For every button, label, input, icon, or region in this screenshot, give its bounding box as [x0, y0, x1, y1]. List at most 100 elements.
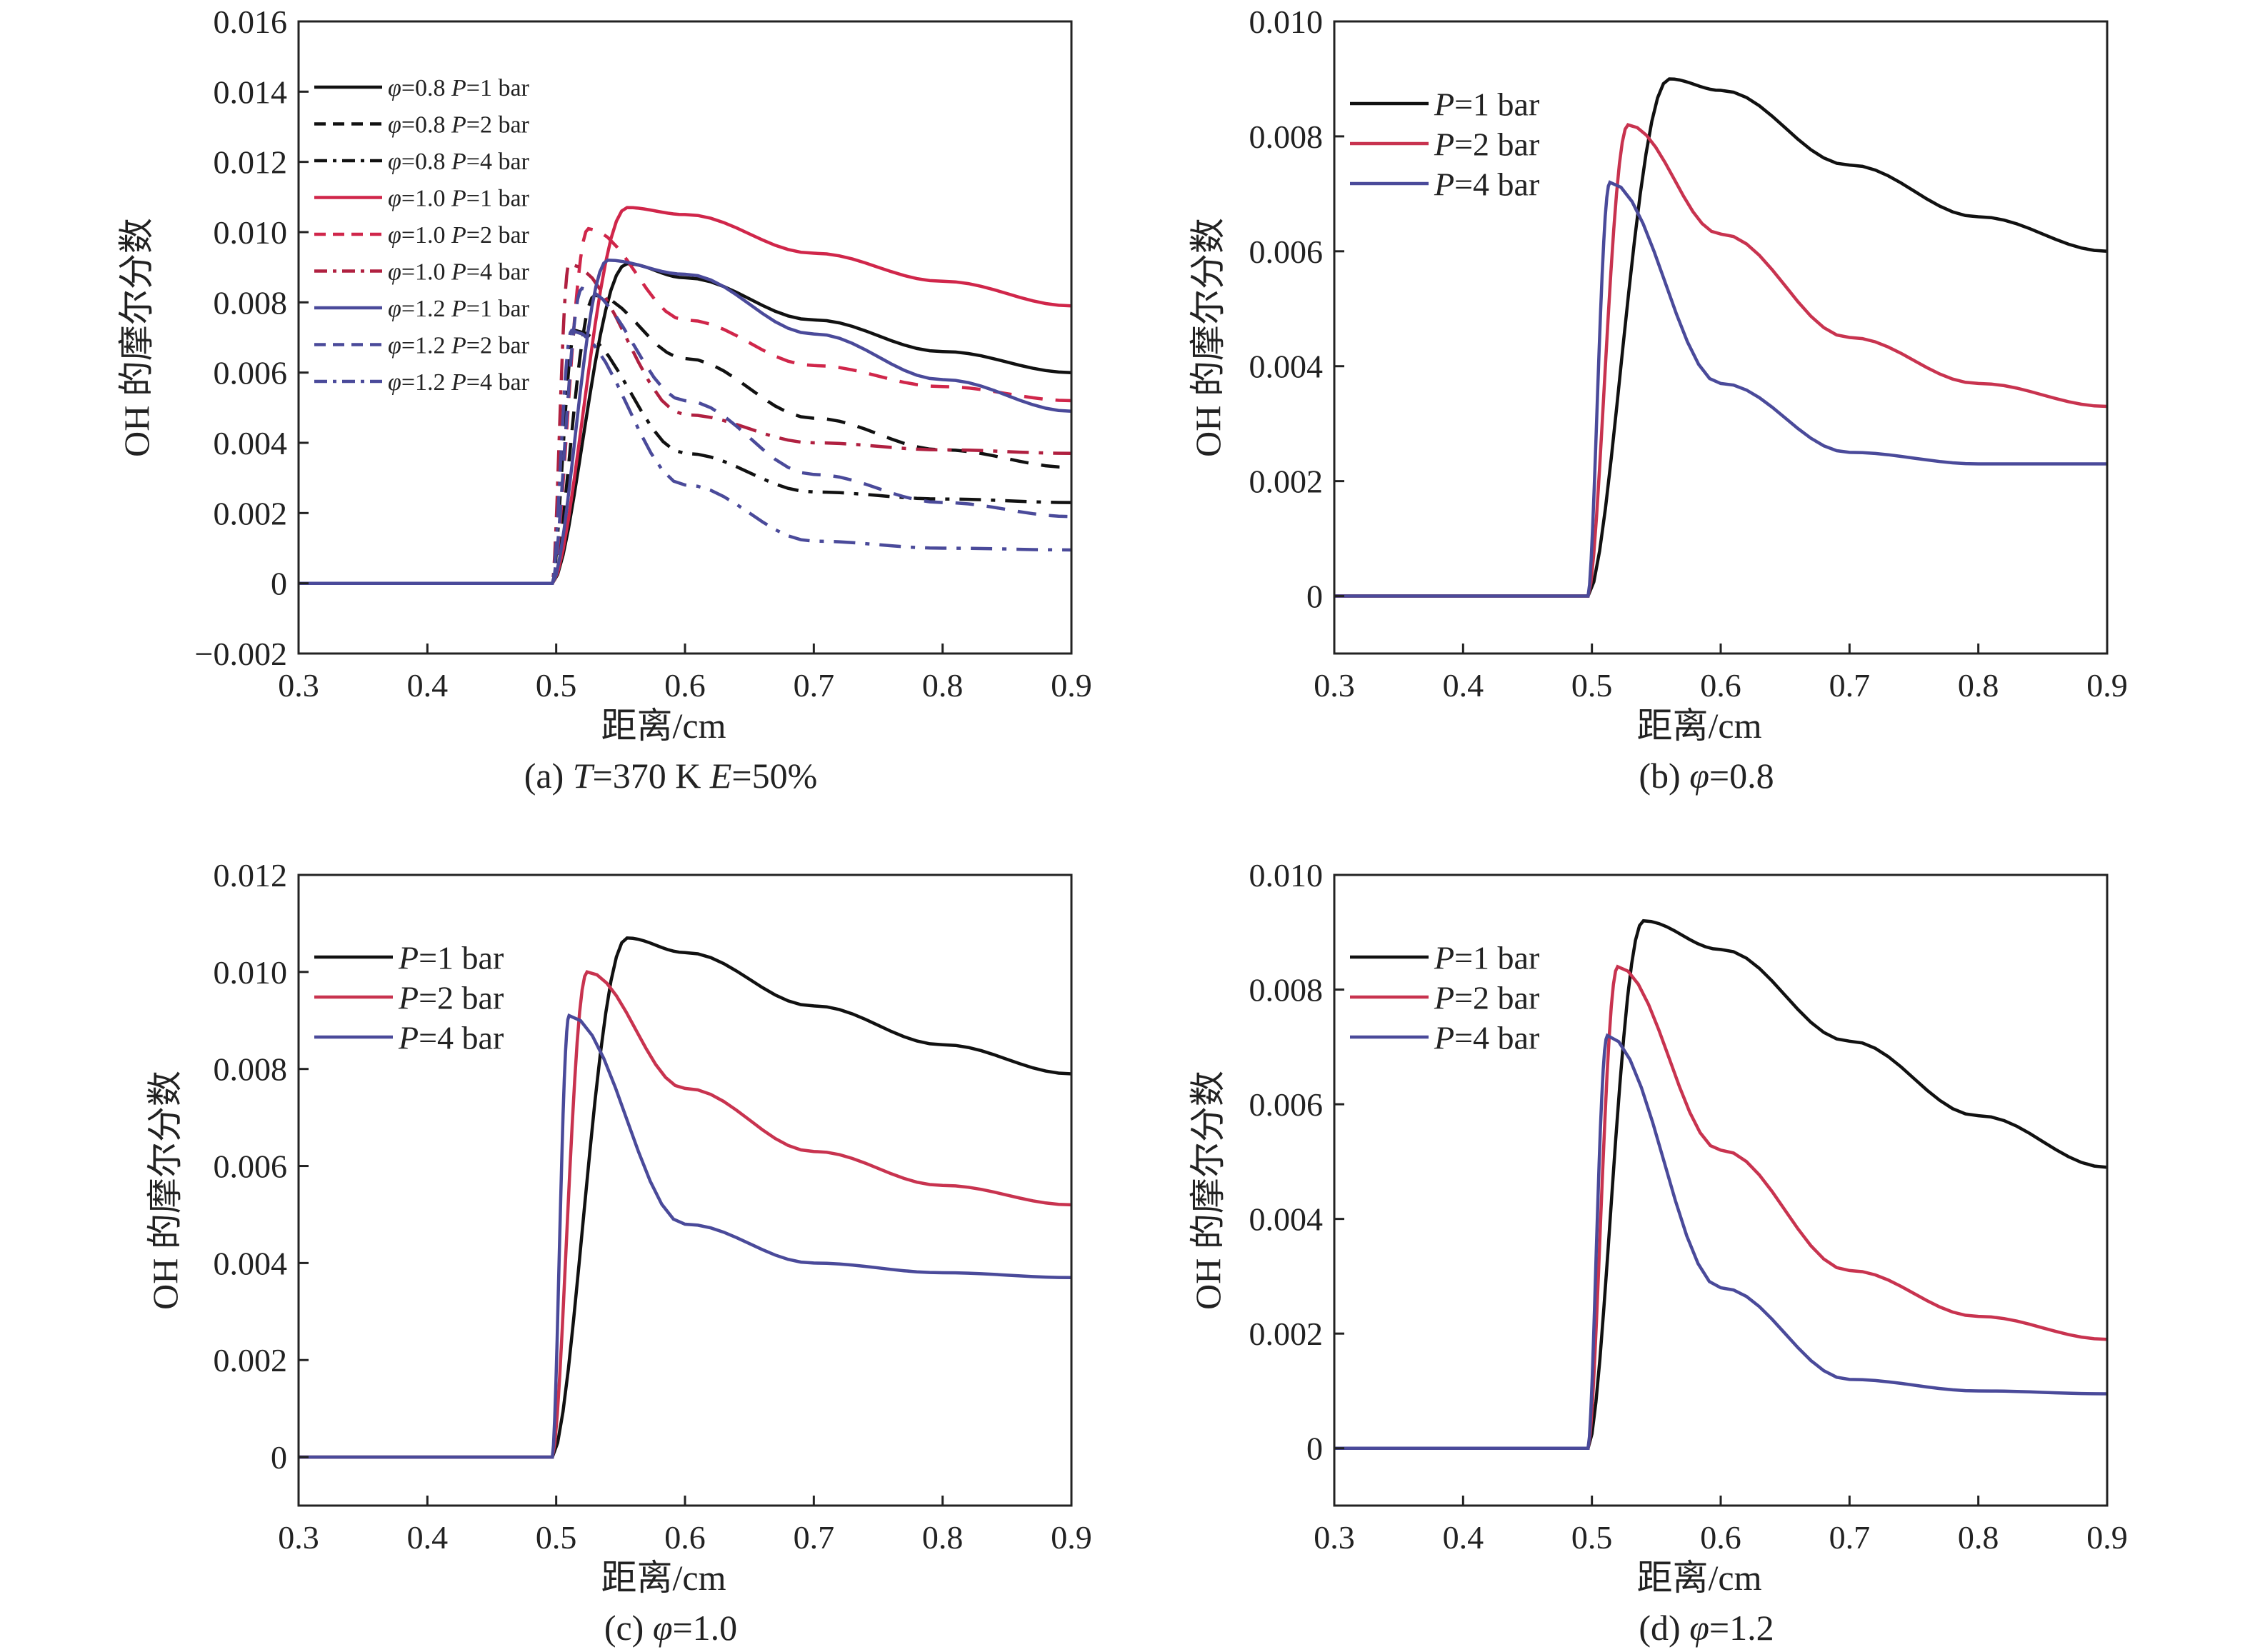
legend-p-value: =2 bar: [466, 333, 530, 359]
x-tick-label: 0.9: [2086, 1519, 2128, 1556]
legend-p-symbol: P: [1434, 1020, 1454, 1056]
legend-phi-symbol: φ: [388, 333, 401, 359]
legend-p-symbol: P: [451, 75, 466, 101]
legend-p-value: =4 bar: [1454, 166, 1539, 203]
x-tick-label: 0.7: [1829, 667, 1871, 704]
panel-caption: (d) φ=1.2: [1639, 1608, 1774, 1648]
series-line-a-5: [299, 261, 1072, 585]
legend-phi-value: =1.0: [401, 186, 451, 212]
caption-part: E: [709, 756, 732, 796]
legend-p-symbol: P: [398, 980, 419, 1016]
y-tick-label: 0.008: [1249, 119, 1324, 155]
series-line-c-0: [299, 936, 1072, 1459]
legend-label: P=1 bar: [398, 940, 504, 976]
x-tick-label: 0.9: [1051, 667, 1092, 704]
panel-c: 0.3 0.4 0.5 0.6 0.7 0.8 0.9 0 0.002 0.004 0.006 0.0…: [145, 857, 1092, 1648]
panel-caption: (b) φ=0.8: [1639, 756, 1774, 796]
legend-label: P=2 bar: [398, 980, 504, 1016]
x-tick-label: 0.4: [407, 1519, 449, 1556]
caption-part: T: [573, 756, 595, 796]
x-tick-label: 0.3: [1314, 667, 1355, 704]
x-tick-label: 0.5: [536, 667, 577, 704]
series-line-c-2: [299, 1013, 1072, 1459]
x-tick-label: 0.5: [536, 1519, 577, 1556]
x-tick-label: 0.4: [1443, 667, 1484, 704]
series-line-a-8: [299, 328, 1072, 585]
series-line-d-2: [1334, 1033, 2108, 1450]
caption-part: =370 K: [593, 756, 710, 796]
x-tick-label: 0.7: [1829, 1519, 1871, 1556]
legend-phi-symbol: φ: [388, 186, 401, 212]
series-line-a-2: [299, 329, 1072, 585]
legend-p-symbol: P: [1434, 86, 1454, 123]
legend-p-symbol: P: [451, 296, 466, 322]
legend-phi-symbol: φ: [388, 369, 401, 396]
y-axis-label: OH 的摩尔分数: [145, 1071, 185, 1310]
panel-caption: (c) φ=1.0: [604, 1608, 737, 1648]
caption-part: =1.2: [1709, 1608, 1774, 1648]
series-line-d-0: [1334, 918, 2108, 1450]
y-tick-label: 0: [271, 1439, 287, 1476]
y-tick-label: 0.004: [214, 1245, 288, 1281]
legend-label: P=4 bar: [1434, 1020, 1539, 1056]
legend-label: P=2 bar: [1434, 126, 1539, 163]
legend-p-value: =1 bar: [1454, 86, 1539, 123]
y-tick-label: 0.008: [214, 1051, 288, 1088]
series-line-b-1: [1334, 123, 2108, 598]
y-axis-label: OH 的摩尔分数: [116, 218, 156, 457]
legend-phi-value: =1.2: [401, 369, 451, 396]
legend-p-symbol: P: [451, 149, 466, 175]
x-tick-label: 0.6: [1700, 667, 1741, 704]
legend-p-symbol: P: [451, 186, 466, 212]
legend-label: P=1 bar: [1434, 940, 1539, 976]
legend-phi-value: =1.0: [401, 259, 451, 286]
legend-p-value: =1 bar: [466, 296, 530, 322]
x-tick-label: 0.9: [1051, 1519, 1092, 1556]
y-tick-label: 0.002: [214, 1342, 288, 1378]
y-tick-label: 0.012: [214, 144, 288, 181]
x-axis-label: 距离/cm: [601, 1558, 726, 1598]
y-tick-label: 0: [1306, 1431, 1323, 1467]
legend-label: P=2 bar: [1434, 980, 1539, 1016]
legend-p-symbol: P: [451, 112, 466, 139]
caption-part: =0.8: [1709, 756, 1774, 796]
y-tick-label: 0.012: [214, 857, 288, 893]
series-line-d-1: [1334, 964, 2108, 1450]
legend-label: P=4 bar: [398, 1020, 504, 1056]
panel-b: 0.3 0.4 0.5 0.6 0.7 0.8 0.9 0 0.002 0.004 0.006 0.0…: [1188, 4, 2128, 796]
y-tick-label: −0.002: [195, 636, 287, 672]
legend-label: φ=1.2 P=2 bar: [388, 333, 530, 359]
legend-p-value: =2 bar: [466, 112, 530, 139]
x-tick-label: 0.9: [2086, 667, 2128, 704]
x-tick-label: 0.8: [922, 1519, 964, 1556]
legend-label: φ=1.0 P=2 bar: [388, 222, 530, 249]
x-tick-label: 0.4: [1443, 1519, 1484, 1556]
x-tick-label: 0.6: [664, 667, 706, 704]
caption-part: φ: [1689, 756, 1709, 796]
legend-p-symbol: P: [1434, 166, 1454, 203]
series-line-b-0: [1334, 77, 2108, 598]
legend-label: P=1 bar: [1434, 86, 1539, 123]
legend-p-symbol: P: [451, 222, 466, 249]
y-tick-label: 0.014: [214, 74, 288, 110]
x-tick-label: 0.7: [794, 667, 835, 704]
legend-p-symbol: P: [398, 940, 419, 976]
y-tick-label: 0.004: [1249, 1201, 1324, 1238]
legend-p-symbol: P: [451, 259, 466, 286]
y-tick-label: 0: [271, 566, 287, 602]
y-tick-label: 0.008: [214, 284, 288, 321]
legend-phi-value: =0.8: [401, 75, 451, 101]
caption-part: (c): [604, 1608, 653, 1648]
x-tick-label: 0.4: [407, 667, 449, 704]
legend-p-value: =2 bar: [1454, 126, 1539, 163]
x-tick-label: 0.3: [278, 1519, 319, 1556]
y-tick-label: 0.002: [1249, 1316, 1324, 1352]
x-tick-label: 0.8: [922, 667, 964, 704]
series-line-c-1: [299, 970, 1072, 1459]
legend-phi-symbol: φ: [388, 222, 401, 249]
legend-p-value: =4 bar: [466, 259, 530, 286]
y-tick-label: 0.008: [1249, 972, 1324, 1008]
legend-phi-symbol: φ: [388, 149, 401, 175]
caption-part: (b): [1639, 756, 1689, 796]
